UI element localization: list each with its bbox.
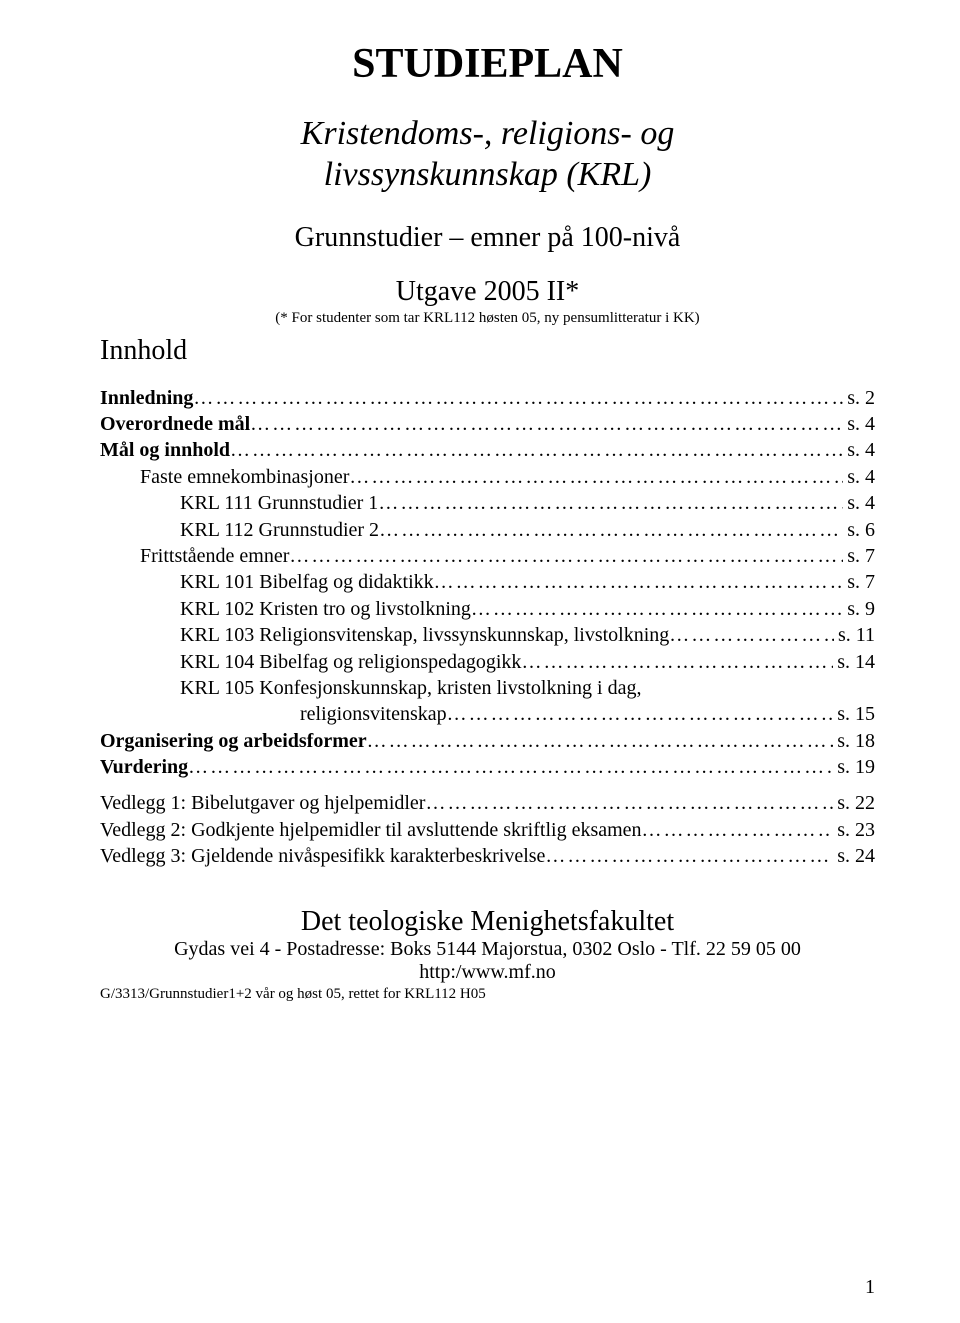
document-title: STUDIEPLAN bbox=[100, 40, 875, 88]
toc-page: s. 22 bbox=[833, 790, 875, 816]
toc-page: s. 11 bbox=[834, 622, 875, 648]
toc-label: KRL 102 Kristen tro og livstolkning bbox=[100, 596, 471, 622]
toc-leader bbox=[642, 817, 834, 843]
toc-page: s. 4 bbox=[843, 437, 875, 463]
toc-label: Frittstående emner bbox=[100, 543, 289, 569]
toc-leader bbox=[193, 385, 843, 411]
toc-label: KRL 112 Grunnstudier 2 bbox=[100, 517, 379, 543]
toc-row: Frittstående emner s. 7 bbox=[100, 543, 875, 569]
toc-leader bbox=[434, 569, 844, 595]
toc-row: Vurdering s. 19 bbox=[100, 754, 875, 780]
toc-page: s. 14 bbox=[833, 649, 875, 675]
toc-page: s. 7 bbox=[843, 569, 875, 595]
toc-leader bbox=[250, 411, 843, 437]
toc-page: s. 24 bbox=[833, 843, 875, 869]
toc-row: Vedlegg 1: Bibelutgaver og hjelpemidler … bbox=[100, 790, 875, 816]
toc-label: Faste emnekombinasjoner bbox=[100, 464, 349, 490]
toc-page: s. 6 bbox=[843, 517, 875, 543]
toc-leader bbox=[447, 701, 834, 727]
toc-leader bbox=[545, 843, 833, 869]
toc-label: KRL 103 Religionsvitenskap, livssynskunn… bbox=[100, 622, 669, 648]
footer-filecode: G/3313/Grunnstudier1+2 vår og høst 05, r… bbox=[100, 986, 875, 1003]
toc-row: KRL 104 Bibelfag og religionspedagogikk … bbox=[100, 649, 875, 675]
toc-row: Mål og innhold s. 4 bbox=[100, 437, 875, 463]
toc-page: s. 9 bbox=[843, 596, 875, 622]
toc-row: KRL 111 Grunnstudier 1 s. 4 bbox=[100, 490, 875, 516]
footer-block: Det teologiske Menighetsfakultet Gydas v… bbox=[100, 906, 875, 1003]
toc-label: Vedlegg 2: Godkjente hjelpemidler til av… bbox=[100, 817, 642, 843]
subtitle-line-2: livssynskunnskap (KRL) bbox=[324, 156, 652, 193]
toc-row: Vedlegg 3: Gjeldende nivåspesifikk karak… bbox=[100, 843, 875, 869]
footer-institution: Det teologiske Menighetsfakultet bbox=[100, 906, 875, 938]
toc-page: s. 23 bbox=[833, 817, 875, 843]
toc-row: KRL 105 Konfesjonskunnskap, kristen livs… bbox=[100, 675, 875, 701]
subtitle-line-1: Kristendoms-, religions- og bbox=[301, 115, 675, 152]
toc-leader bbox=[669, 622, 834, 648]
toc-row: KRL 112 Grunnstudier 2 s. 6 bbox=[100, 517, 875, 543]
toc-row: Organisering og arbeidsformer s. 18 bbox=[100, 728, 875, 754]
toc-row: KRL 101 Bibelfag og didaktikk s. 7 bbox=[100, 569, 875, 595]
toc-page: s. 4 bbox=[843, 464, 875, 490]
contents-heading: Innhold bbox=[100, 335, 875, 367]
toc-leader bbox=[471, 596, 843, 622]
toc-label: Vedlegg 1: Bibelutgaver og hjelpemidler bbox=[100, 790, 425, 816]
toc-label: KRL 105 Konfesjonskunnskap, kristen livs… bbox=[100, 675, 641, 701]
table-of-contents-appendix: Vedlegg 1: Bibelutgaver og hjelpemidler … bbox=[100, 790, 875, 869]
toc-label: Vedlegg 3: Gjeldende nivåspesifikk karak… bbox=[100, 843, 545, 869]
table-of-contents: Innledning s. 2Overordnede mål s. 4Mål o… bbox=[100, 385, 875, 781]
toc-row: Overordnede mål s. 4 bbox=[100, 411, 875, 437]
toc-leader bbox=[367, 728, 834, 754]
toc-page: s. 7 bbox=[843, 543, 875, 569]
toc-leader bbox=[425, 790, 833, 816]
toc-leader bbox=[521, 649, 833, 675]
toc-row: Faste emnekombinasjoner s. 4 bbox=[100, 464, 875, 490]
toc-page: s. 4 bbox=[843, 411, 875, 437]
page-number: 1 bbox=[865, 1276, 875, 1299]
toc-row: KRL 102 Kristen tro og livstolkning s. 9 bbox=[100, 596, 875, 622]
toc-label: Organisering og arbeidsformer bbox=[100, 728, 367, 754]
toc-leader bbox=[230, 437, 843, 463]
toc-label: KRL 101 Bibelfag og didaktikk bbox=[100, 569, 434, 595]
toc-page: s. 15 bbox=[833, 701, 875, 727]
toc-label: Overordnede mål bbox=[100, 411, 250, 437]
toc-label: KRL 111 Grunnstudier 1 bbox=[100, 490, 378, 516]
toc-label: Mål og innhold bbox=[100, 437, 230, 463]
toc-leader bbox=[378, 490, 843, 516]
footer-address: Gydas vei 4 - Postadresse: Boks 5144 Maj… bbox=[100, 938, 875, 961]
toc-leader bbox=[289, 543, 843, 569]
toc-leader bbox=[349, 464, 843, 490]
toc-page: s. 2 bbox=[843, 385, 875, 411]
edition-label: Utgave 2005 II* bbox=[100, 276, 875, 308]
toc-label: Innledning bbox=[100, 385, 193, 411]
toc-row: religionsvitenskap s. 15 bbox=[100, 701, 875, 727]
toc-row: Vedlegg 2: Godkjente hjelpemidler til av… bbox=[100, 817, 875, 843]
toc-label: KRL 104 Bibelfag og religionspedagogikk bbox=[100, 649, 521, 675]
toc-leader bbox=[379, 517, 843, 543]
toc-leader bbox=[188, 754, 833, 780]
toc-row: Innledning s. 2 bbox=[100, 385, 875, 411]
document-subtitle: Kristendoms-, religions- og livssynskunn… bbox=[100, 114, 875, 196]
document-subheading: Grunnstudier – emner på 100-nivå bbox=[100, 222, 875, 254]
toc-label: religionsvitenskap bbox=[100, 701, 447, 727]
toc-row: KRL 103 Religionsvitenskap, livssynskunn… bbox=[100, 622, 875, 648]
toc-page: s. 19 bbox=[833, 754, 875, 780]
edition-note: (* For studenter som tar KRL112 høsten 0… bbox=[100, 310, 875, 327]
footer-url: http:/www.mf.no bbox=[100, 961, 875, 984]
toc-page: s. 4 bbox=[843, 490, 875, 516]
toc-label: Vurdering bbox=[100, 754, 188, 780]
toc-page: s. 18 bbox=[833, 728, 875, 754]
